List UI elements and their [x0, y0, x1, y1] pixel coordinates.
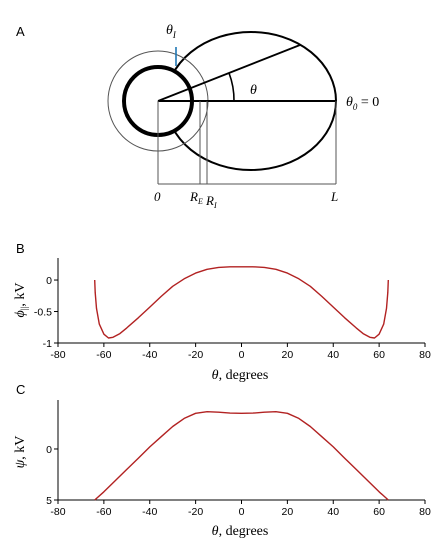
panel-b-x-tick-label: -20 — [188, 349, 203, 361]
panel-a: A θI θ θ0 = 0 0 RE RI L — [16, 23, 379, 210]
panel-c-xlabel: θ, degrees — [212, 524, 269, 539]
panel-c-x-tick-label: 0 — [239, 506, 245, 518]
l-label: L — [330, 189, 338, 204]
panel-c-x-tick-label: -80 — [50, 506, 65, 518]
panel-b-y-tick-label: -1 — [43, 338, 52, 350]
panel-a-label: A — [16, 24, 25, 39]
ri-label: RI — [205, 193, 217, 210]
re-label: RE — [189, 189, 203, 206]
panel-b-x-tick-label: 0 — [239, 349, 245, 361]
panel-b: B ϕ||, kV -80 -60 -40 -20 0 20 40 60 80 0 -0.5 -1 θ… — [13, 241, 431, 383]
panel-b-x-tick-label: 40 — [327, 349, 339, 361]
panel-c-y-tick-label: 5 — [46, 495, 52, 507]
panel-c: C ψ, kV -80 -60 -40 -20 0 20 40 60 80 5 0 θ, degre… — [13, 382, 431, 539]
panel-b-x-tick-label: 60 — [373, 349, 385, 361]
panel-b-ylabel: ϕ||, kV — [13, 283, 29, 318]
panel-c-x-tick-label: -40 — [142, 506, 157, 518]
theta-i-label: θI — [166, 23, 177, 40]
panel-b-x-tick-label: -80 — [50, 349, 65, 361]
panel-b-series-line — [94, 266, 389, 339]
theta-label: θ — [250, 83, 257, 98]
panel-c-chart: -80 -60 -40 -20 0 20 40 60 80 5 0 — [46, 400, 431, 518]
panel-c-x-tick-label: 80 — [419, 506, 431, 518]
theta0-label: θ0 = 0 — [346, 95, 379, 112]
panel-b-x-tick-label: 20 — [282, 349, 294, 361]
panel-b-x-tick-label: -60 — [96, 349, 111, 361]
theta-arc — [228, 72, 235, 102]
panel-b-y-tick-label: 0 — [46, 275, 52, 287]
panel-c-y-tick-label: 0 — [46, 444, 52, 456]
origin-label: 0 — [154, 189, 161, 204]
panel-c-x-tick-label: 40 — [327, 506, 339, 518]
panel-c-x-tick-label: -60 — [96, 506, 111, 518]
panel-b-x-tick-label: 80 — [419, 349, 431, 361]
panel-b-xlabel: θ, degrees — [212, 368, 269, 383]
panel-c-x-tick-label: -20 — [188, 506, 203, 518]
panel-c-label: C — [16, 382, 25, 397]
panel-c-series-line — [94, 411, 389, 501]
panel-b-label: B — [16, 241, 25, 256]
panel-b-chart: -80 -60 -40 -20 0 20 40 60 80 0 -0.5 -1 — [34, 258, 431, 361]
panel-c-x-tick-label: 20 — [282, 506, 294, 518]
panel-c-x-tick-label: 60 — [373, 506, 385, 518]
panel-b-y-tick-label: -0.5 — [34, 307, 52, 319]
panel-c-ylabel: ψ, kV — [13, 436, 28, 469]
panel-b-x-tick-label: -40 — [142, 349, 157, 361]
